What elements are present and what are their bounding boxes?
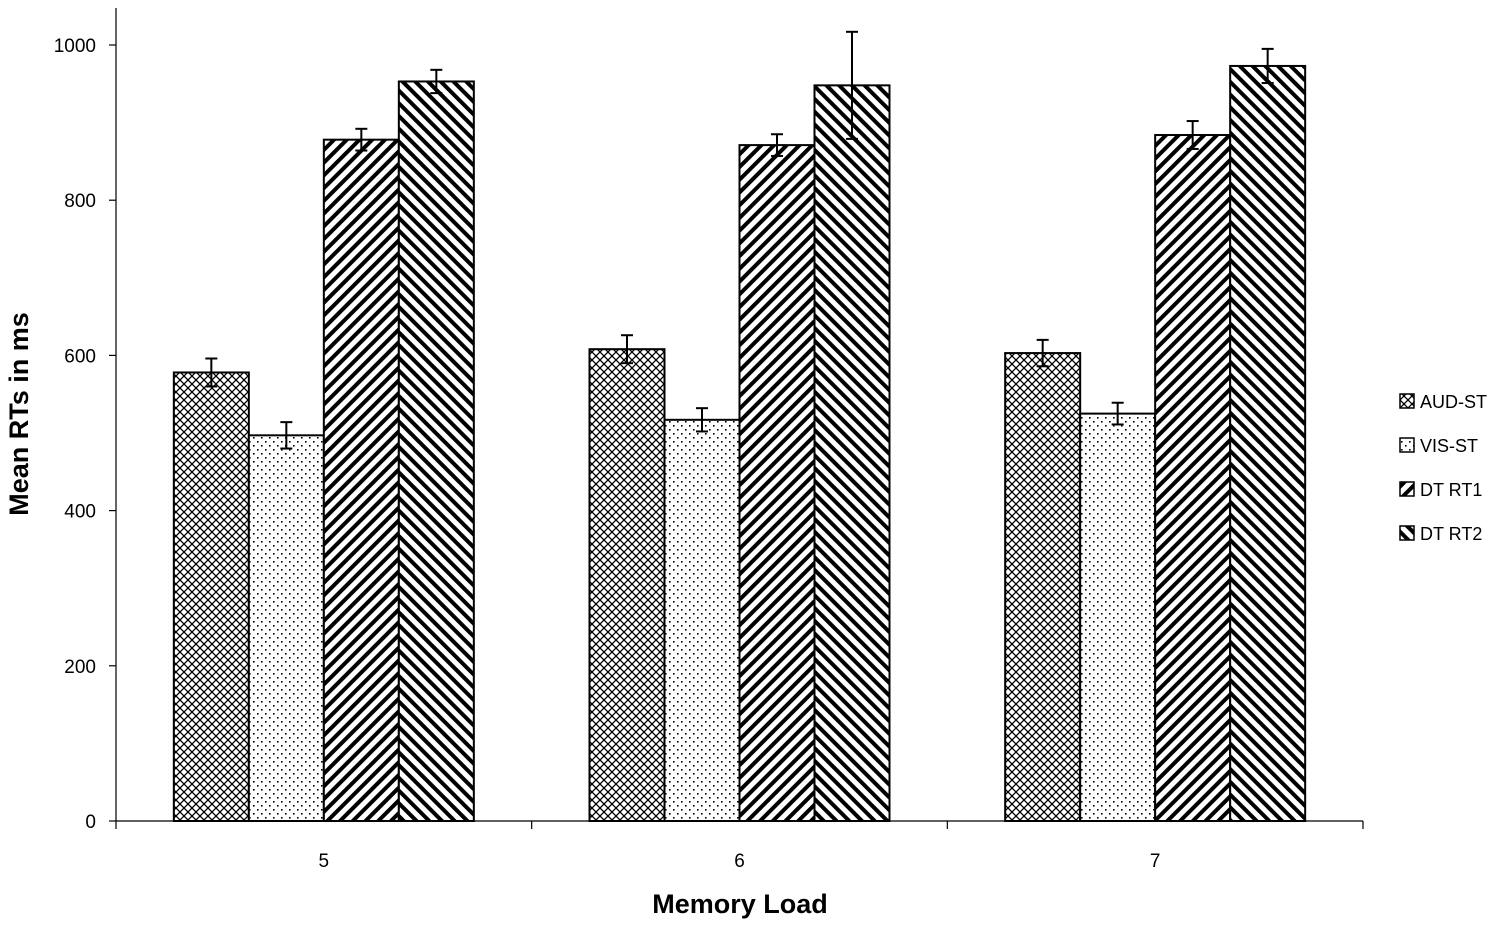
- error-bars: [205, 30, 1274, 450]
- bar-dt-rt2-7: [1229, 64, 1307, 822]
- legend-label: DT RT1: [1420, 480, 1482, 500]
- x-tick-label: 5: [319, 851, 330, 872]
- y-tick-label: 600: [64, 346, 96, 367]
- bars: [172, 64, 1307, 823]
- bar-aud-st-7: [1004, 352, 1082, 822]
- bar-vis-st-7: [1079, 412, 1157, 822]
- x-tick-label: 7: [1150, 851, 1161, 872]
- bar-vis-st-5: [247, 434, 325, 822]
- y-tick-label: 1000: [54, 36, 96, 57]
- y-tick-label: 800: [64, 191, 96, 212]
- legend-label: DT RT2: [1420, 524, 1482, 544]
- legend-swatch: [1399, 437, 1415, 453]
- legend: AUD-ST VIS-ST DT RT1 DT RT2: [1399, 392, 1487, 544]
- bar-dt-rt1-6: [738, 144, 816, 822]
- y-axis-ticks: 0 200 400 600 800 1000: [54, 36, 116, 833]
- legend-swatch: [1399, 393, 1415, 409]
- x-axis-title: Memory Load: [652, 889, 828, 919]
- legend-swatch: [1399, 525, 1415, 541]
- bar-dt-rt2-5: [397, 80, 475, 823]
- y-tick-label: 0: [85, 812, 96, 833]
- legend-label: AUD-ST: [1420, 392, 1487, 412]
- y-tick-label: 200: [64, 657, 96, 678]
- bar-aud-st-5: [172, 371, 250, 822]
- x-axis-ticks: 5 6 7: [115, 821, 1364, 872]
- legend-swatch: [1399, 481, 1415, 497]
- bar-vis-st-6: [663, 418, 741, 822]
- legend-label: VIS-ST: [1420, 436, 1478, 456]
- bar-dt-rt1-7: [1154, 134, 1232, 823]
- bar-aud-st-6: [588, 348, 666, 822]
- y-tick-label: 400: [64, 502, 96, 523]
- bar-dt-rt2-6: [813, 84, 891, 823]
- y-axis-title: Mean RTs in ms: [4, 312, 34, 516]
- bar-dt-rt1-5: [322, 138, 400, 822]
- x-tick-label: 6: [734, 851, 745, 872]
